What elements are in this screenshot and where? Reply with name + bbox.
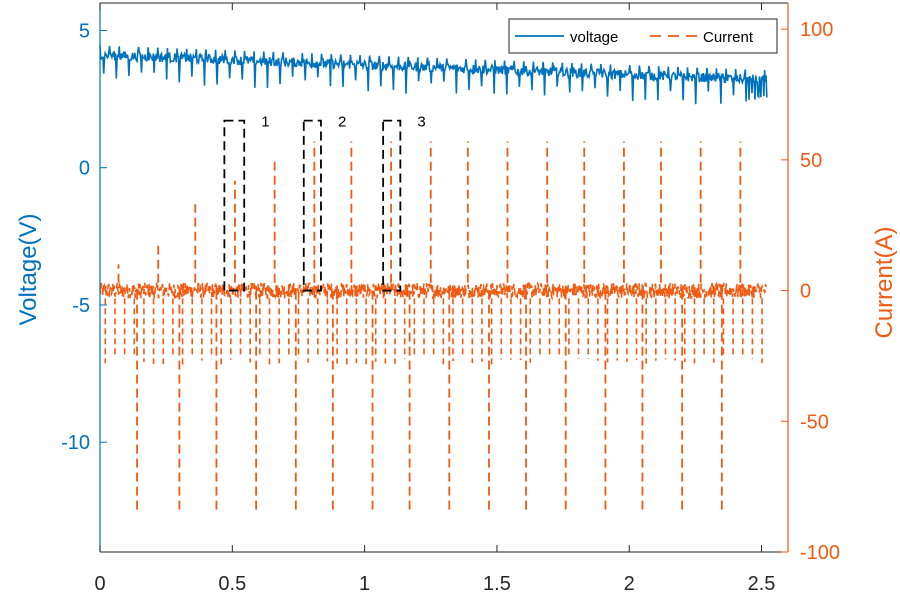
y-left-tick-label-1: 0 <box>79 158 90 180</box>
x-tick-label-0: 0 <box>94 573 105 595</box>
y-right-axis-title: Current(A) <box>871 226 898 338</box>
x-tick-label-5: 2.5 <box>748 573 776 595</box>
x-tick-label-4: 2 <box>624 573 635 595</box>
legend-current-label: Current <box>703 29 754 46</box>
voltage-line <box>99 45 768 105</box>
y-right-tick-label-1: 50 <box>800 150 822 172</box>
y-right-tick-label-0: 100 <box>800 19 833 41</box>
legend-voltage-label: voltage <box>570 29 618 46</box>
y-left-tick-label-3: -10 <box>61 432 90 454</box>
legend: voltage Current <box>508 18 778 54</box>
y-right-tick-label-4: -100 <box>800 542 840 564</box>
annotation-label-1: 1 <box>261 114 269 131</box>
x-tick-label-2: 1 <box>359 573 370 595</box>
current-series <box>99 141 768 513</box>
current-baseline-noise <box>99 280 768 301</box>
x-tick-label-1: 0.5 <box>218 573 246 595</box>
annotation-box-2 <box>302 119 322 292</box>
y-right-tick-label-3: -50 <box>800 411 829 433</box>
y-right-tick-label-2: 0 <box>800 281 811 303</box>
x-tick-label-3: 1.5 <box>483 573 511 595</box>
voltage-series <box>99 45 768 105</box>
annotation-label-3: 3 <box>417 114 425 131</box>
y-left-tick-label-2: -5 <box>72 295 90 317</box>
annotation-box-1 <box>223 119 246 292</box>
annotation-label-2: 2 <box>338 114 346 131</box>
axes: 0 0.5 1 1.5 2 2.550-5-10100500-50-100Voltage(… <box>15 2 898 595</box>
annotation-boxes: 1 2 3 <box>223 114 426 292</box>
annotation-box-3 <box>382 119 402 292</box>
y-left-tick-label-0: 5 <box>79 20 90 42</box>
y-left-axis-title: Voltage(V) <box>15 213 42 325</box>
current-secondary-dips <box>104 298 763 367</box>
